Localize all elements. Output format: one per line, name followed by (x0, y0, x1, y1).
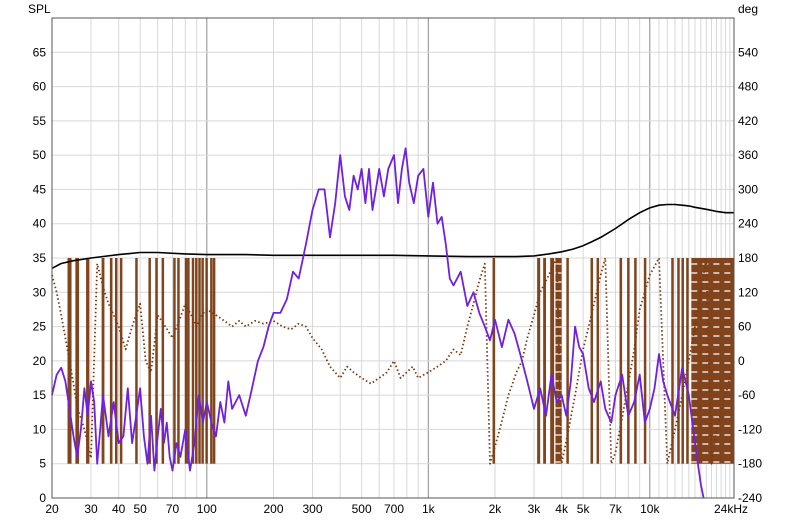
x-tick-label: 1k (422, 502, 436, 516)
x-tick-labels: 20 30 40 50 70 100 200 300 500 700 1k 2k 3k 4k 5k 7k 10k… (45, 502, 748, 516)
series-line-reference (51, 203, 734, 270)
y-left-tick-label: 50 (33, 148, 47, 162)
x-tick-label: 10k (640, 502, 660, 516)
phase-wrap-band (75, 258, 80, 464)
y-left-tick-label: 0 (39, 491, 46, 505)
phase-wrap-band (173, 258, 176, 464)
y-left-tick-label: 20 (33, 354, 47, 368)
y-left-tick-label: 55 (33, 114, 47, 128)
phase-wrap-band (86, 258, 90, 464)
phase-wrap-band (184, 258, 188, 464)
phase-wrap-band (155, 258, 158, 464)
phase-wrap-band (67, 258, 72, 464)
phase-wrap-band (634, 258, 637, 464)
phase-wrap-band (643, 258, 647, 464)
phase-wrap-band (671, 258, 674, 464)
x-tick-label: 4k (555, 502, 569, 516)
phase-wrap-band (148, 258, 151, 464)
y-left-tick-label: 60 (33, 80, 47, 94)
series-line-phase (51, 257, 735, 465)
x-tick-label: 100 (197, 502, 217, 516)
phase-wrap-band (492, 258, 496, 464)
x-tick-label: 500 (352, 502, 372, 516)
y-left-tick-label: 25 (33, 320, 47, 334)
y-right-tick-label: 180 (738, 251, 758, 265)
plot-frame (51, 17, 735, 499)
y-right-tick-label: -240 (738, 491, 762, 505)
phase-wrap-band (177, 258, 180, 464)
y-right-tick-label: 0 (738, 354, 745, 368)
phase-wrap-band (596, 258, 600, 464)
phase-wrap-band (191, 258, 195, 464)
y-left-tick-label: 35 (33, 251, 47, 265)
phase-wrap-band (537, 258, 541, 464)
x-tick-label: 30 (84, 502, 98, 516)
x-tick-label: 40 (112, 502, 126, 516)
y-left-tick-label: 10 (33, 422, 47, 436)
phase-wrap-band (686, 258, 689, 464)
phase-wrap-band (212, 258, 216, 464)
x-tick-label: 50 (133, 502, 147, 516)
y-right-tick-label: -180 (738, 457, 762, 471)
y-left-tick-label: 40 (33, 217, 47, 231)
series-line-spl (51, 147, 705, 499)
x-tick-label: 24kHz (714, 502, 748, 516)
x-tick-label: 3k (528, 502, 542, 516)
phase-wrap-band (543, 258, 547, 464)
y-right-tick-labels: -240 -180 -120 -60 0 60 120 180 240 300 360 420 480 5… (738, 45, 762, 505)
y-right-tick-label: 480 (738, 80, 758, 94)
y-right-tick-label: 240 (738, 217, 758, 231)
series-lines (51, 147, 735, 499)
left-axis-unit-label: SPL (28, 2, 51, 16)
y-left-tick-label: 15 (33, 388, 47, 402)
x-tick-label: 5k (577, 502, 591, 516)
x-tick-label: 700 (384, 502, 404, 516)
y-left-tick-label: 45 (33, 182, 47, 196)
phase-wrap-band (681, 258, 684, 464)
y-right-tick-label: 540 (738, 45, 758, 59)
phase-wrap-band (198, 258, 201, 464)
y-right-tick-label: 120 (738, 285, 758, 299)
phase-wrap-band (114, 258, 118, 464)
phase-wrap-band (195, 258, 198, 464)
y-left-tick-label: 5 (39, 457, 46, 471)
phase-wrap-band (691, 258, 734, 464)
y-left-tick-labels: 0 5 10 15 20 25 30 35 40 45 50 55 60 65 (33, 45, 47, 505)
x-tick-label: 20 (45, 502, 59, 516)
phase-wrap-band (566, 258, 569, 464)
y-right-tick-label: 60 (738, 320, 752, 334)
y-right-tick-label: 420 (738, 114, 758, 128)
y-left-tick-label: 65 (33, 45, 47, 59)
phase-wrap-band (119, 258, 123, 464)
x-tick-label: 300 (302, 502, 322, 516)
phase-wrap-band (619, 258, 623, 464)
grid (51, 18, 735, 499)
y-right-tick-label: 300 (738, 182, 758, 196)
x-tick-label: 200 (263, 502, 283, 516)
y-right-tick-label: -60 (738, 388, 756, 402)
right-axis-unit-label: deg (738, 2, 758, 16)
phase-wrap-band (627, 258, 630, 464)
y-left-tick-label: 30 (33, 285, 47, 299)
phase-wrap-band (201, 258, 204, 464)
phase-wrap-band (161, 258, 165, 464)
phase-wrap-band (109, 258, 113, 464)
phase-wrap-band (210, 258, 213, 464)
y-right-tick-label: 360 (738, 148, 758, 162)
phase-wrap-band (101, 258, 105, 464)
x-tick-label: 70 (166, 502, 180, 516)
phase-wrap-band (677, 258, 680, 464)
x-tick-label: 7k (609, 502, 623, 516)
phase-wrap-band (590, 258, 594, 464)
y-right-tick-label: -120 (738, 422, 762, 436)
phase-wrap-band (205, 258, 208, 464)
phase-wrap-band (187, 258, 190, 464)
phase-wrap-band (135, 258, 138, 464)
phase-wrap-band (550, 258, 555, 464)
x-tick-label: 2k (489, 502, 503, 516)
